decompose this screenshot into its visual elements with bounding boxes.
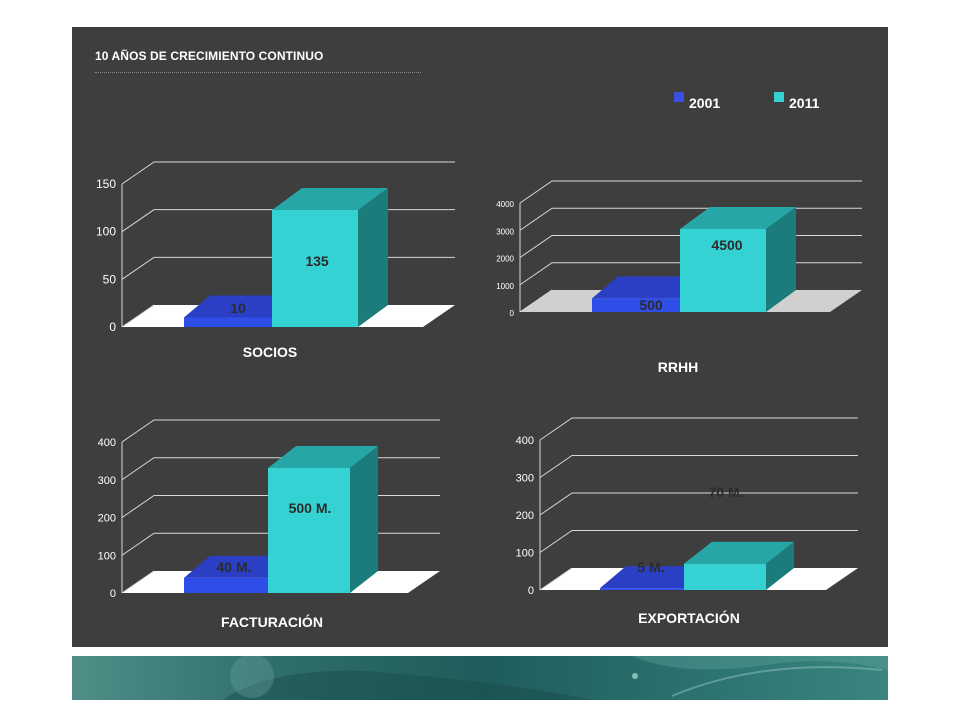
y-tick-label: 200: [98, 513, 116, 525]
chart-1: [519, 180, 862, 313]
y-tick-label: 1000: [496, 282, 514, 291]
footer-banner: [72, 656, 888, 700]
bar-2001: [592, 298, 680, 312]
data-label-2011: 4500: [711, 237, 742, 253]
bar-2001-top: [184, 295, 298, 318]
footer-graphic: [72, 656, 888, 700]
bar-2001-top: [184, 555, 294, 578]
y-axis-depth: [539, 567, 573, 591]
gridline: [121, 161, 455, 185]
legend-swatch-2011: [774, 92, 784, 102]
chart-0: [121, 161, 455, 328]
bar-2001-top: [592, 276, 706, 299]
chart-title: FACTURACIÓN: [221, 613, 323, 630]
y-tick-label: 4000: [496, 200, 514, 209]
bar-2011-top: [684, 541, 794, 564]
y-tick-label: 100: [98, 550, 116, 562]
y-axis-depth: [519, 289, 553, 313]
y-tick-label: 300: [98, 475, 116, 487]
data-label-2011: 500 M.: [289, 500, 332, 516]
y-axis-depth: [121, 304, 155, 328]
bar-2011: [268, 468, 350, 593]
bar-2001: [600, 588, 684, 590]
gridline: [539, 492, 858, 516]
bar-2001-top: [600, 566, 710, 589]
data-label-2001: 40 M.: [216, 559, 251, 575]
y-tick-label: 300: [516, 473, 534, 485]
y-tick-label: 2000: [496, 255, 514, 264]
bar-2011-side: [766, 541, 794, 590]
y-tick-label: 100: [516, 548, 534, 560]
slide-title: 10 AÑOS DE CRECIMIENTO CONTINUO: [95, 49, 324, 63]
y-tick-label: 0: [109, 320, 116, 334]
gridline: [519, 180, 862, 204]
data-label-2001: 500: [639, 297, 663, 313]
data-label-2011: 70 M.: [708, 484, 743, 500]
y-tick-label: 150: [96, 177, 116, 191]
y-tick-label: 200: [516, 510, 534, 522]
y-tick-label: 0: [528, 585, 534, 597]
chart-2: [121, 419, 440, 594]
legend-label-2011: 2011: [789, 95, 820, 111]
bar-2001: [184, 317, 272, 327]
chart-title: RRHH: [658, 359, 698, 375]
bar-2011-side: [766, 207, 796, 312]
y-tick-label: 50: [103, 272, 117, 286]
data-label-2011: 135: [305, 253, 329, 269]
y-tick-label: 0: [110, 588, 116, 600]
gridline: [121, 419, 440, 443]
data-label-2001: 10: [230, 300, 246, 316]
bar-2011-top: [272, 188, 388, 210]
bar-2011: [680, 229, 766, 312]
gridline: [539, 417, 858, 441]
bar-2011-top: [268, 446, 378, 468]
bar-2011: [272, 210, 358, 327]
gridline: [539, 455, 858, 478]
bar-2011: [684, 563, 766, 590]
y-tick-label: 400: [98, 437, 116, 449]
legend: 2001 2011: [672, 88, 842, 112]
chart-title: SOCIOS: [243, 344, 297, 360]
bar-2001: [184, 577, 268, 593]
y-tick-label: 400: [516, 435, 534, 447]
y-tick-label: 3000: [496, 227, 514, 236]
bar-2011-side: [358, 188, 388, 327]
legend-label-2001: 2001: [689, 95, 721, 111]
title-divider: [95, 72, 421, 73]
bar-2011-top: [680, 207, 796, 229]
bar-2011-side: [350, 446, 378, 593]
legend-swatch-2001: [674, 92, 684, 102]
y-axis-depth: [121, 570, 155, 594]
chart-3: [539, 417, 858, 591]
y-tick-label: 100: [96, 225, 116, 239]
gridline: [539, 530, 858, 553]
y-tick-label: 0: [510, 309, 515, 318]
data-label-2001: 5 M.: [637, 559, 664, 575]
chart-title: EXPORTACIÓN: [638, 609, 740, 626]
